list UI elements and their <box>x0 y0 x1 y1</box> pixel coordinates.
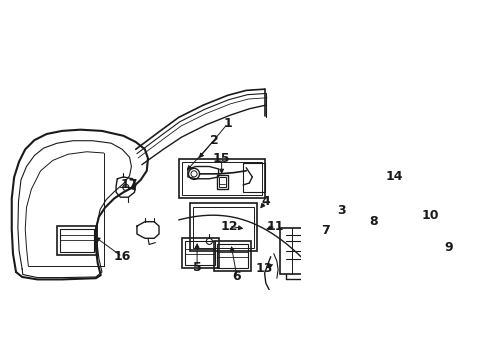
Text: 16: 16 <box>114 250 131 263</box>
Bar <box>57 226 97 256</box>
Bar <box>217 175 228 189</box>
Bar <box>182 238 219 268</box>
Text: 4: 4 <box>262 195 270 208</box>
Text: 12: 12 <box>220 220 238 233</box>
Bar <box>194 207 253 248</box>
Text: 1: 1 <box>223 117 232 130</box>
Bar <box>185 241 216 265</box>
Text: 2: 2 <box>210 134 219 147</box>
Text: 10: 10 <box>421 209 439 222</box>
Text: 3: 3 <box>338 204 346 217</box>
Bar <box>182 162 262 195</box>
Bar <box>179 158 265 198</box>
Text: 7: 7 <box>321 224 330 237</box>
Bar <box>218 244 248 268</box>
Bar <box>190 203 257 251</box>
Text: 11: 11 <box>267 220 284 233</box>
Bar <box>243 163 265 192</box>
Text: 8: 8 <box>369 215 378 228</box>
Text: 9: 9 <box>444 241 453 254</box>
Bar <box>60 229 94 252</box>
Bar <box>214 241 251 271</box>
Bar <box>280 228 323 274</box>
Bar <box>400 254 435 302</box>
Text: 15: 15 <box>213 152 230 165</box>
Bar <box>403 218 430 241</box>
Text: 6: 6 <box>233 270 241 283</box>
Bar <box>401 216 433 243</box>
Text: 17: 17 <box>121 179 138 192</box>
Text: 13: 13 <box>256 262 273 275</box>
Bar <box>219 177 226 187</box>
Text: 5: 5 <box>193 261 201 274</box>
Text: 14: 14 <box>386 170 403 184</box>
